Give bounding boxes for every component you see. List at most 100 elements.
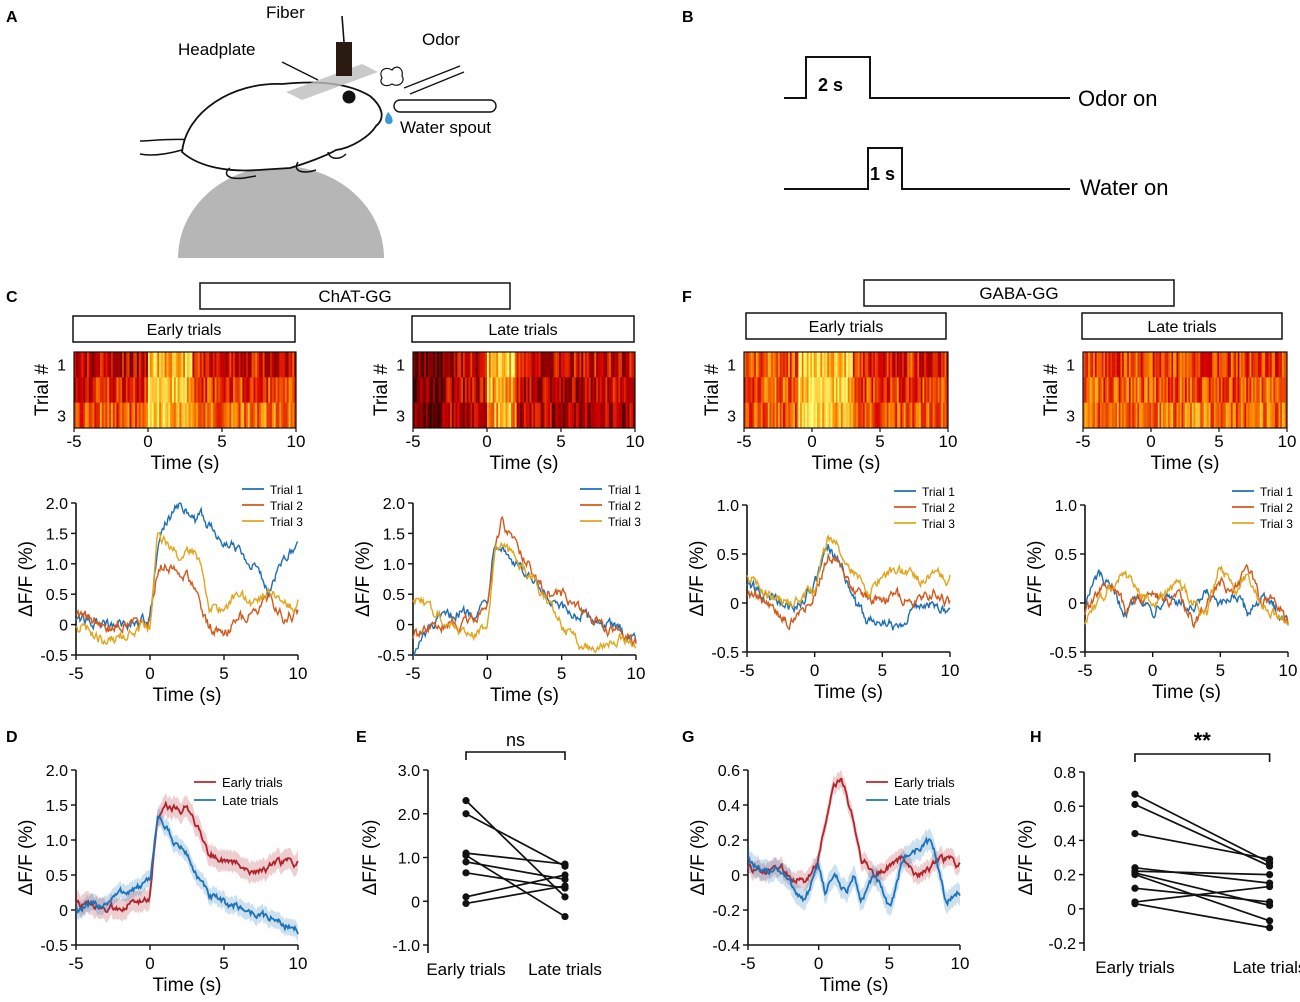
heatmap-cell bbox=[427, 377, 431, 404]
heatmap-cell bbox=[514, 352, 517, 378]
heatmap-cell bbox=[893, 377, 896, 404]
heatmap-cell bbox=[433, 377, 436, 404]
heatmap-cell bbox=[129, 402, 132, 429]
heatmap-cell bbox=[1202, 377, 1205, 404]
heatmap-cell bbox=[1266, 352, 1269, 378]
heatmap-cell bbox=[451, 377, 455, 404]
heatmap-cell bbox=[905, 377, 908, 404]
heatmap-cell bbox=[1161, 377, 1164, 404]
heatmap-cell bbox=[188, 377, 191, 404]
heatmap-cell bbox=[522, 352, 525, 378]
heatmap-cell bbox=[820, 377, 823, 404]
heatmap-cell bbox=[281, 377, 284, 404]
heatmap-cell bbox=[1276, 352, 1279, 378]
heatmap-cell bbox=[442, 377, 445, 404]
heatmap-cell bbox=[1232, 352, 1235, 378]
heatmap-cell bbox=[915, 352, 918, 378]
heatmap-cell bbox=[131, 402, 134, 429]
heatmap-cell bbox=[590, 377, 593, 404]
heatmap-cell bbox=[851, 352, 854, 378]
heatmap-cell bbox=[886, 402, 889, 429]
heatmap-cell bbox=[238, 402, 241, 429]
heatmap-cell bbox=[533, 352, 536, 378]
heatmap-cell bbox=[941, 402, 944, 429]
heatmap-cell bbox=[605, 402, 608, 429]
heatmap-cell bbox=[575, 402, 579, 429]
heatmap-cell bbox=[1083, 377, 1086, 404]
heatmap-cell bbox=[592, 402, 595, 429]
heatmap-cell bbox=[199, 402, 203, 429]
heatmap-cell bbox=[936, 402, 939, 429]
heatmap-cell bbox=[114, 402, 117, 429]
y-tick-label: 2.0 bbox=[46, 763, 68, 780]
early-point-6 bbox=[462, 893, 470, 901]
heatmap-cell bbox=[603, 352, 606, 378]
heatmap-cell bbox=[199, 352, 203, 378]
heatmap-cell bbox=[761, 352, 764, 378]
heatmap-cell bbox=[1258, 377, 1261, 404]
heatmap-cell bbox=[902, 352, 905, 378]
heatmap-cell bbox=[462, 402, 466, 429]
heatmap-cell bbox=[924, 402, 927, 429]
heatmap-cell bbox=[516, 402, 519, 429]
heatmap-cell bbox=[931, 352, 934, 378]
heatmap-cell bbox=[1151, 377, 1154, 404]
heatmap-cell bbox=[1178, 402, 1181, 429]
heatmap-cell bbox=[939, 352, 942, 378]
heatmap-cell bbox=[599, 352, 603, 378]
heatmap-cell bbox=[92, 402, 95, 429]
heatmap-cell bbox=[234, 402, 238, 429]
heatmap-cell bbox=[1242, 377, 1245, 404]
heatmap-cell bbox=[1249, 352, 1252, 378]
heatmap-cell bbox=[868, 377, 871, 404]
heatmap-cell bbox=[1205, 402, 1208, 429]
heatmap-cell bbox=[754, 352, 757, 378]
heatmap-cell bbox=[1178, 377, 1181, 404]
heatmap-cell bbox=[806, 377, 809, 404]
heatmap-cell bbox=[766, 352, 769, 378]
y-tick-label: 0.5 bbox=[717, 547, 739, 564]
pair-line-8 bbox=[1134, 885, 1270, 903]
heatmap-cell bbox=[1098, 352, 1101, 378]
heatmap-cell bbox=[207, 352, 210, 378]
heatmap-cell bbox=[160, 402, 164, 429]
x-tick-label: 0 bbox=[145, 954, 154, 973]
heatmap-cell bbox=[832, 352, 835, 378]
y-axis-label: ΔF/F (%) bbox=[360, 819, 381, 895]
heatmap-cell bbox=[1147, 377, 1150, 404]
heatmap-cell bbox=[902, 377, 905, 404]
heatmap-cell bbox=[620, 377, 623, 404]
heatmap-cell bbox=[886, 377, 889, 404]
y-tick-label: 1.5 bbox=[46, 526, 68, 543]
heatmap-cell bbox=[834, 352, 837, 378]
heatmap-cell bbox=[531, 352, 534, 378]
heatmap-cell bbox=[629, 377, 632, 404]
heatmap-cell bbox=[431, 352, 434, 378]
heatmap-cell bbox=[594, 402, 597, 429]
heatmap-cell bbox=[420, 377, 423, 404]
heatmap-cell bbox=[99, 352, 103, 378]
heatmap-cell bbox=[1171, 377, 1174, 404]
heatmap-cell bbox=[223, 402, 227, 429]
heatmap-cell bbox=[598, 377, 601, 404]
heatmap-cell bbox=[555, 402, 558, 429]
x-tick-label: 10 bbox=[939, 432, 958, 451]
heatmap-cell bbox=[1195, 402, 1198, 429]
heatmap-cell bbox=[85, 352, 88, 378]
heatmap-cell bbox=[177, 377, 180, 404]
heatmap-cell bbox=[869, 352, 872, 378]
heatmap-cell bbox=[749, 377, 752, 404]
heatmap-cell bbox=[1140, 402, 1143, 429]
x-tick-label: 10 bbox=[289, 664, 308, 683]
heatmap-cell bbox=[1147, 402, 1150, 429]
heatmap-cell bbox=[1113, 402, 1116, 429]
heatmap-cell bbox=[487, 402, 490, 429]
heatmap-cell bbox=[266, 377, 269, 404]
heatmap-cell bbox=[546, 352, 549, 378]
heatmap-cell bbox=[1210, 377, 1213, 404]
heatmap-cell bbox=[527, 377, 530, 404]
heatmap-cell bbox=[201, 377, 204, 404]
heatmap-cell bbox=[627, 402, 630, 429]
